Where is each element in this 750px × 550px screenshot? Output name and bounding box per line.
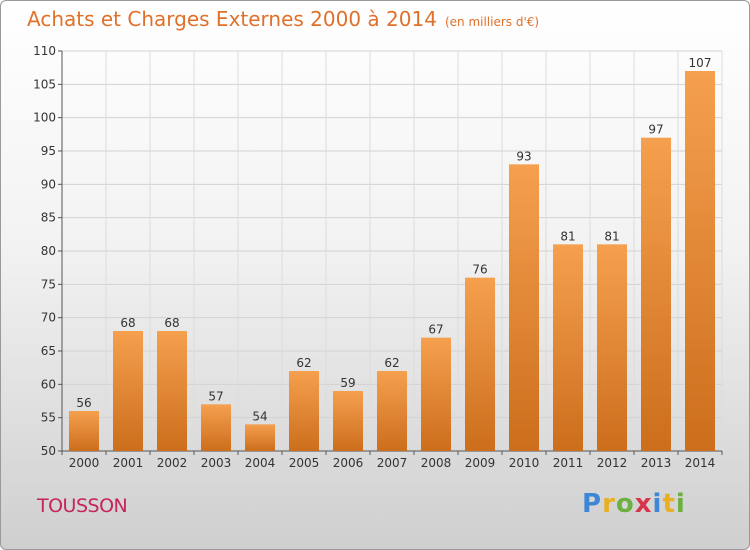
- x-tick-label: 2001: [113, 456, 144, 470]
- data-label: 57: [208, 389, 223, 403]
- logo-letter: r: [602, 489, 616, 519]
- logo-letter: P: [582, 489, 603, 519]
- x-tick-label: 2002: [157, 456, 188, 470]
- data-label: 93: [516, 149, 531, 163]
- logo-letter: i: [675, 489, 686, 519]
- y-tick-label: 50: [41, 444, 56, 458]
- place-name: TOUSSON: [37, 495, 128, 517]
- bar: [641, 137, 671, 451]
- x-tick-label: 2009: [465, 456, 496, 470]
- x-tick-label: 2007: [377, 456, 408, 470]
- data-label: 81: [604, 229, 619, 243]
- bar: [333, 391, 363, 451]
- x-tick-label: 2011: [553, 456, 584, 470]
- data-label: 62: [384, 356, 399, 370]
- x-tick-label: 2004: [245, 456, 276, 470]
- y-tick-label: 110: [33, 44, 56, 58]
- data-label: 67: [428, 323, 443, 337]
- x-tick-label: 2008: [421, 456, 452, 470]
- y-tick-label: 60: [41, 377, 56, 391]
- bar: [113, 331, 143, 451]
- data-label: 56: [76, 396, 91, 410]
- chart-title: Achats et Charges Externes 2000 à 2014 (e…: [27, 7, 539, 31]
- data-label: 54: [252, 409, 267, 423]
- bar: [509, 164, 539, 452]
- bar: [597, 244, 627, 451]
- bar: [377, 371, 407, 451]
- y-tick-label: 105: [33, 77, 56, 91]
- title-text: Achats et Charges Externes 2000 à 2014: [27, 7, 437, 31]
- data-label: 68: [120, 316, 135, 330]
- x-tick-label: 2000: [69, 456, 100, 470]
- logo-letter: x: [634, 489, 653, 519]
- data-label: 76: [472, 263, 487, 277]
- x-tick-label: 2003: [201, 456, 232, 470]
- bars: [69, 71, 715, 452]
- bar: [553, 244, 583, 451]
- logo-letter: t: [662, 489, 676, 519]
- y-tick-label: 85: [41, 211, 56, 225]
- y-tick-label: 100: [33, 111, 56, 125]
- y-tick-label: 55: [41, 411, 56, 425]
- data-label: 59: [340, 376, 355, 390]
- bar: [685, 71, 715, 451]
- x-tick-label: 2014: [685, 456, 716, 470]
- data-label: 97: [648, 123, 663, 137]
- data-label: 107: [689, 56, 712, 70]
- bar: [465, 277, 495, 451]
- bar: [201, 404, 231, 451]
- x-tick-label: 2005: [289, 456, 320, 470]
- bar: [69, 411, 99, 451]
- logo-letter: o: [615, 489, 635, 519]
- bar: [245, 424, 275, 451]
- bar: [157, 331, 187, 451]
- x-tick-label: 2013: [641, 456, 672, 470]
- bar: [289, 371, 319, 451]
- y-tick-label: 90: [41, 177, 56, 191]
- data-label: 81: [560, 229, 575, 243]
- proxiti-logo: Proxiti: [582, 489, 686, 519]
- y-tick-label: 75: [41, 277, 56, 291]
- x-tick-label: 2006: [333, 456, 364, 470]
- logo-letter: i: [652, 489, 663, 519]
- x-tick-label: 2012: [597, 456, 628, 470]
- labels: 50 55 60 65 70 75 80 85 90 95 100 105 110 56 2000 68 200…: [33, 44, 715, 470]
- unit-label: (en milliers d'€): [444, 15, 540, 29]
- data-label: 62: [296, 356, 311, 370]
- y-tick-label: 65: [41, 344, 56, 358]
- y-tick-label: 70: [41, 311, 56, 325]
- bar: [421, 337, 451, 451]
- data-label: 68: [164, 316, 179, 330]
- y-tick-label: 80: [41, 244, 56, 258]
- x-tick-label: 2010: [509, 456, 540, 470]
- y-tick-label: 95: [41, 144, 56, 158]
